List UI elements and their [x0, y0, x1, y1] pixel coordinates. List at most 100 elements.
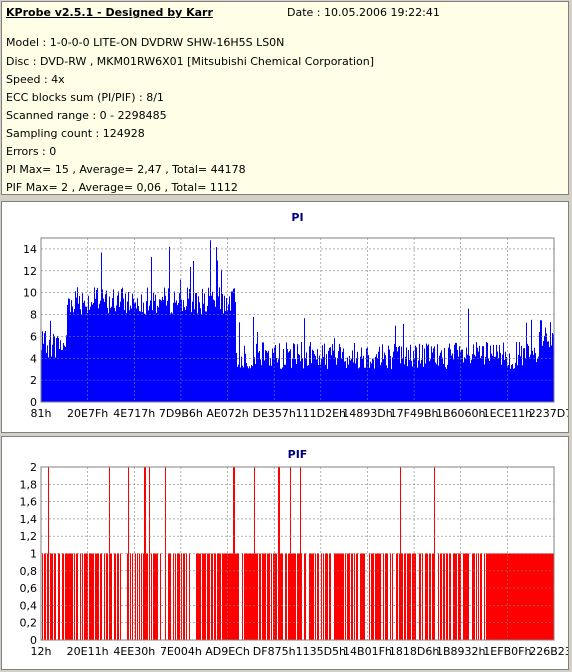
pi-bar: [529, 357, 530, 402]
pi-bar: [177, 305, 178, 402]
pi-bar: [486, 341, 487, 402]
pi-bar: [429, 361, 430, 402]
pi-bar: [239, 322, 240, 402]
pi-bar: [393, 351, 394, 402]
pi-bar: [494, 356, 495, 402]
pif-bar: [356, 553, 357, 640]
pi-bar: [301, 342, 302, 402]
pif-bar: [438, 553, 439, 640]
pi-bar: [108, 313, 109, 402]
pi-bar: [58, 337, 59, 402]
pi-bar: [532, 350, 533, 402]
pif-bar: [412, 553, 413, 640]
pi-bar: [468, 308, 469, 402]
pi-bar: [97, 287, 98, 402]
pif-bar: [326, 553, 327, 640]
pi-bar: [125, 293, 126, 402]
pif-bar: [496, 553, 497, 640]
pi-bar: [118, 291, 119, 402]
pi-bar: [482, 346, 483, 402]
pif-bar: [70, 553, 71, 640]
pi-bar: [461, 349, 462, 402]
pi-bar: [49, 339, 50, 402]
pif-bar: [225, 553, 226, 640]
pif-bar: [255, 553, 256, 640]
pi-bar: [464, 357, 465, 402]
pi-bar: [319, 355, 320, 402]
pi-bar: [421, 359, 422, 402]
pif-bar: [495, 553, 496, 640]
pi-bar: [462, 349, 463, 402]
pif-bar: [160, 553, 161, 640]
pif-bar: [517, 553, 518, 640]
pif-bar: [419, 553, 420, 640]
pi-bar: [216, 247, 217, 402]
pi-bar: [170, 313, 171, 402]
pif-chart-panel: PIF 0 0,2 0,4 0,6 0,8 1 1,2 1,4 1,6 1,8 2 12h 20E11h 4…: [1, 436, 572, 670]
pi-bar: [412, 366, 413, 402]
pi-bar: [114, 307, 115, 402]
pi-bar: [471, 359, 472, 402]
pif-bar: [518, 553, 519, 640]
pif-bar: [132, 553, 133, 640]
pif-bar: [106, 553, 107, 640]
pi-bar: [479, 345, 480, 402]
pif-bar: [378, 553, 379, 640]
pif-chart-title: PIF: [288, 448, 308, 461]
pif-bar: [135, 553, 136, 640]
pif-bar: [459, 553, 460, 640]
pif-bar: [500, 553, 501, 640]
pi-bar: [104, 301, 105, 402]
pi-bar: [173, 302, 174, 402]
pi-bar: [249, 366, 250, 402]
pi-bar: [152, 310, 153, 402]
pif-bar: [98, 553, 99, 640]
pi-bar: [406, 347, 407, 402]
pi-bar: [72, 306, 73, 402]
pif-bar: [231, 553, 232, 640]
pif-bar: [329, 553, 330, 640]
pi-bar: [313, 350, 314, 402]
pi-bar: [439, 355, 440, 402]
pi-bar: [403, 323, 404, 402]
pi-bar: [297, 344, 298, 402]
pif-bar: [330, 553, 331, 640]
pi-bar: [300, 361, 301, 402]
pif-bar: [71, 553, 72, 640]
pi-bar: [397, 351, 398, 402]
pif-bar: [51, 553, 52, 640]
pi-bar: [475, 356, 476, 402]
pif-bar: [542, 553, 543, 640]
pif-bar: [506, 553, 507, 640]
pif-bar: [321, 553, 322, 640]
pif-bar: [537, 553, 538, 640]
pi-bar: [458, 356, 459, 402]
pi-bar: [252, 366, 253, 402]
pif-bar: [315, 553, 316, 640]
pi-bar: [53, 333, 54, 402]
pif-bar: [305, 553, 306, 640]
pi-bar: [392, 357, 393, 402]
pif-bar: [301, 553, 302, 640]
pi-bar: [85, 306, 86, 402]
pi-bar: [307, 365, 308, 402]
pi-bar: [501, 364, 502, 402]
pif-y-tick-label: 1,4: [20, 513, 38, 526]
pif-bar: [420, 553, 421, 640]
pi-bar: [363, 355, 364, 402]
pi-bar: [407, 366, 408, 402]
pi-bar: [246, 363, 247, 402]
pif-y-tick-label: 0,4: [20, 599, 38, 612]
pi-bar: [516, 342, 517, 402]
pif-bar: [522, 553, 523, 640]
pif-bar: [300, 467, 301, 640]
pi-bar: [65, 346, 66, 402]
pi-bar: [470, 363, 471, 402]
pi-bar: [223, 313, 224, 402]
pi-bar: [547, 341, 548, 402]
pif-bar: [154, 553, 155, 640]
pi-bar: [172, 313, 173, 402]
pi-bar: [79, 295, 80, 402]
pi-bar: [481, 355, 482, 402]
pi-bar: [200, 308, 201, 402]
